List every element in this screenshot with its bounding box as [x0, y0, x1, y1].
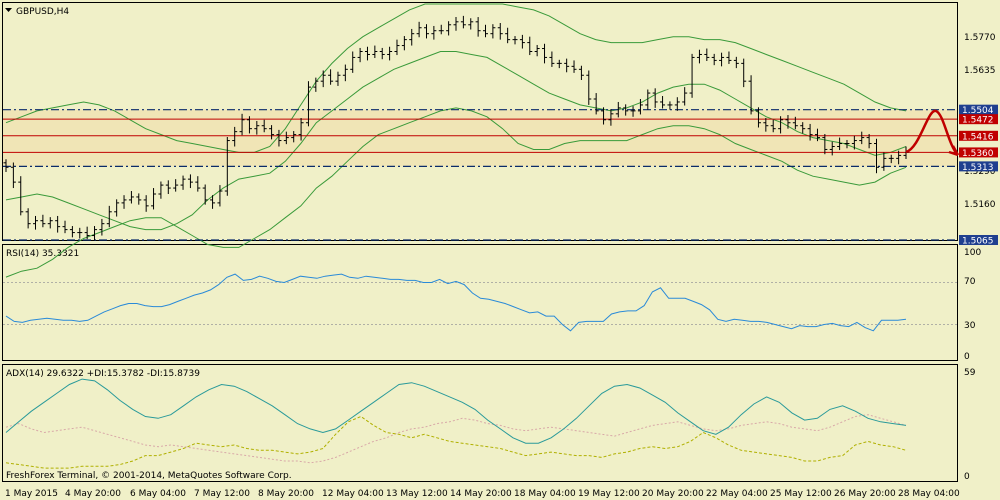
time-tick-label: 13 May 12:00	[386, 489, 448, 499]
price-panel-title: GBPUSD,H4	[16, 7, 69, 17]
price-tick-label: 1.5160	[964, 200, 996, 210]
forecast-arrowhead	[948, 145, 960, 157]
price-tick-label: 1.5290	[964, 167, 996, 177]
x-axis: 1 May 2015 4 May 20:00 6 May 04:00 7 May…	[5, 489, 960, 499]
adx-line	[5, 378, 907, 444]
price-level-label: 1.5472	[962, 116, 994, 126]
adx-panel-frame	[2, 364, 958, 482]
symbol-dropdown-icon[interactable]	[5, 8, 12, 12]
rsi-tick-label: 100	[964, 248, 981, 258]
price-level-tag	[959, 130, 998, 141]
time-tick-label: 1 May 2015	[5, 489, 58, 499]
price-level-tag	[959, 147, 998, 158]
di-minus-line	[5, 414, 907, 464]
price-level-label: 1.5416	[962, 132, 994, 142]
time-tick-label: 28 May 04:00	[898, 489, 960, 499]
time-tick-label: 25 May 12:00	[770, 489, 832, 499]
time-tick-label: 20 May 20:00	[642, 489, 704, 499]
time-tick-label: 22 May 04:00	[706, 489, 768, 499]
rsi-tick-label: 70	[964, 277, 976, 287]
price-tick-label: 1.5635	[964, 66, 996, 76]
time-tick-label: 19 May 12:00	[578, 489, 640, 499]
copyright-text: FreshForex Terminal, © 2001-2014, MetaQu…	[6, 471, 292, 481]
bollinger-lower-band	[5, 107, 907, 278]
rsi-panel-title: RSI(14) 35.3321	[6, 249, 79, 259]
forecast-curve	[905, 109, 959, 156]
price-level-label: 1.5504	[962, 106, 994, 116]
adx-series	[5, 378, 907, 469]
price-level-label: 1.5360	[962, 149, 994, 159]
time-tick-label: 12 May 04:00	[322, 489, 384, 499]
price-level-tag	[959, 161, 998, 172]
price-level-label: 1.5313	[962, 163, 994, 173]
rsi-series	[3, 273, 957, 332]
time-tick-label: 8 May 20:00	[258, 489, 314, 499]
time-tick-label: 4 May 20:00	[65, 489, 121, 499]
rsi-panel-frame	[2, 244, 958, 361]
di-plus-line	[5, 415, 907, 469]
time-tick-label: 14 May 20:00	[450, 489, 512, 499]
price-level-label: 1.5065	[962, 237, 994, 247]
time-tick-label: 18 May 04:00	[514, 489, 576, 499]
price-panel-frame	[2, 2, 958, 241]
time-tick-label: 26 May 20:00	[834, 489, 896, 499]
price-tick-label: 1.5770	[964, 33, 996, 43]
rsi-tick-label: 0	[964, 352, 970, 362]
candlestick-series	[3, 15, 909, 241]
rsi-tick-label: 30	[964, 321, 976, 331]
price-level-tag	[959, 114, 998, 125]
forecast-arrow	[905, 109, 960, 157]
adx-tick-label: 59	[964, 368, 976, 378]
adx-tick-label: 0	[964, 472, 970, 482]
price-level-tag	[959, 104, 998, 115]
time-tick-label: 6 May 04:00	[130, 489, 186, 499]
adx-panel-title: ADX(14) 29.6322 +DI:15.3782 -DI:15.8739	[6, 369, 200, 379]
rsi-line	[5, 273, 907, 332]
price-level-tag	[959, 235, 998, 245]
time-tick-label: 7 May 12:00	[194, 489, 250, 499]
bollinger-upper-band	[5, 3, 907, 153]
